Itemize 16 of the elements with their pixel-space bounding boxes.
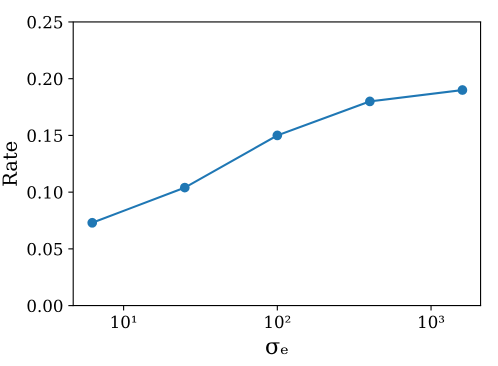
y-tick-label: 0.15 xyxy=(27,129,62,142)
y-tick-label: 0.05 xyxy=(27,242,62,256)
point xyxy=(180,182,190,192)
y-tick-label: 0.10 xyxy=(27,186,62,199)
point xyxy=(458,85,468,95)
x-axis-title: σₑ xyxy=(266,342,288,354)
y-tick-label: 0.00 xyxy=(27,300,62,312)
point xyxy=(365,96,375,106)
x-tick-label: 10³ xyxy=(419,316,444,328)
x-tick-label: 10² xyxy=(265,316,290,328)
y-tick-label: 0.20 xyxy=(27,72,62,86)
point xyxy=(272,130,282,140)
point xyxy=(87,218,98,228)
x-tick-label: 10¹ xyxy=(112,316,136,328)
y-axis-title: Rate xyxy=(2,142,18,186)
y-tick-label: 0.25 xyxy=(27,16,62,29)
